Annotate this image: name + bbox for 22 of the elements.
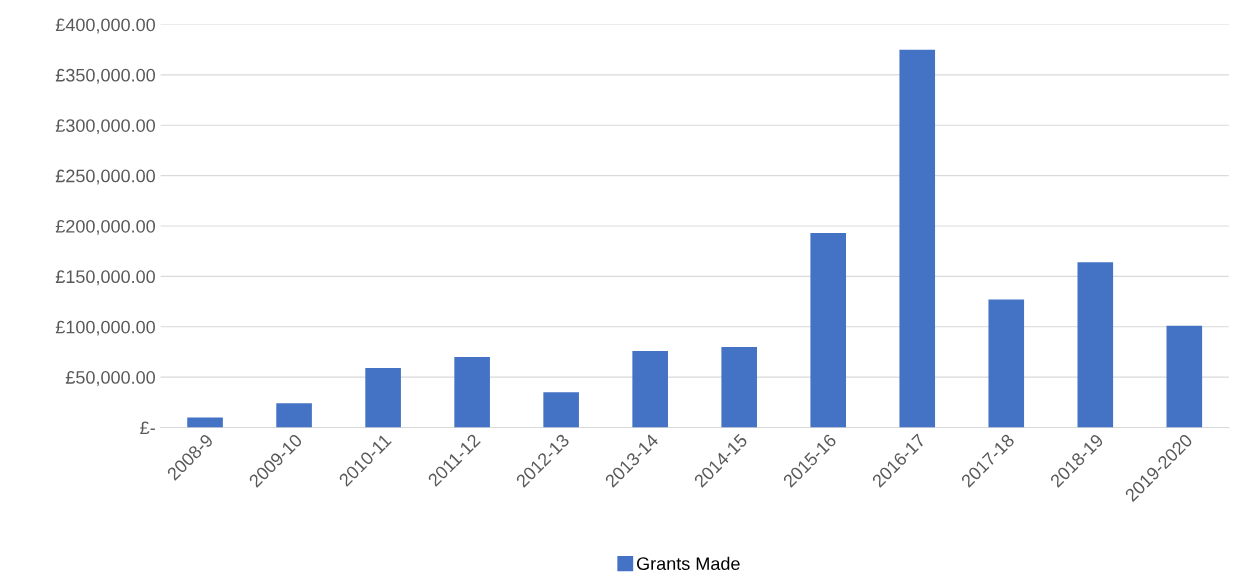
y-tick-label: £50,000.00 <box>65 371 155 386</box>
bar <box>1077 262 1114 428</box>
y-tick-label: £100,000.00 <box>55 320 155 336</box>
bar <box>721 346 757 428</box>
bar <box>1166 325 1203 428</box>
legend-label: Grants Made <box>637 556 740 571</box>
bar <box>454 356 490 428</box>
y-tick-label: £150,000.00 <box>55 270 155 286</box>
bar <box>543 392 579 428</box>
bar <box>276 403 312 428</box>
y-tick-label: £300,000.00 <box>55 119 155 135</box>
bar <box>899 49 936 428</box>
bar <box>365 368 401 428</box>
bar <box>632 350 668 428</box>
bar <box>187 417 223 428</box>
y-tick-label: £400,000.00 <box>55 18 155 34</box>
y-tick-label: £250,000.00 <box>55 169 155 185</box>
bar <box>810 233 847 428</box>
y-tick-label: £350,000.00 <box>55 68 155 84</box>
y-tick-label: £200,000.00 <box>55 219 155 235</box>
bar <box>988 299 1025 428</box>
y-tick-label: £- <box>140 421 155 435</box>
